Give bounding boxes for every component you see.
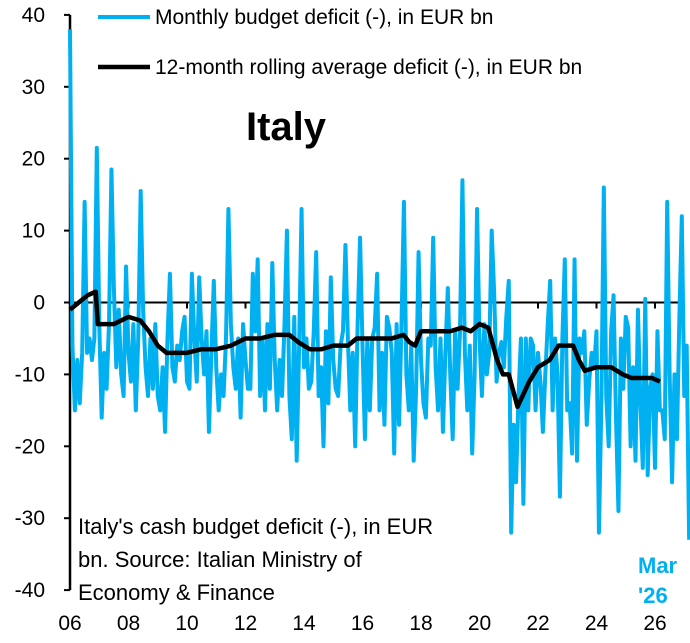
x-tick-label: 18 xyxy=(409,612,432,635)
y-tick-label: 30 xyxy=(22,76,45,99)
x-tick-label: 12 xyxy=(234,612,257,635)
y-axis-ticks: 40 30 20 10 0 -10 -20 -30 -40 xyxy=(15,4,70,602)
x-tick-label: 08 xyxy=(117,612,140,635)
x-tick-label: 26 xyxy=(643,612,666,635)
y-tick-label: -30 xyxy=(15,507,45,530)
legend-label-monthly: Monthly budget deficit (-), in EUR bn xyxy=(155,6,493,29)
y-tick-label: 10 xyxy=(22,220,45,243)
series-monthly-deficit xyxy=(68,29,690,540)
y-tick-label: -20 xyxy=(15,435,45,458)
x-tick-label: 24 xyxy=(585,612,609,635)
y-tick-label: -40 xyxy=(15,579,45,602)
y-tick-label: -10 xyxy=(15,363,45,386)
y-tick-label: 40 xyxy=(22,4,45,27)
annotation-line-1: Italy's cash budget deficit (-), in EUR xyxy=(78,514,433,539)
x-tick-label: 10 xyxy=(175,612,198,635)
x-tick-label: 16 xyxy=(351,612,374,635)
legend-label-rolling: 12-month rolling average deficit (-), in… xyxy=(155,56,582,79)
y-tick-label: 20 xyxy=(22,148,45,171)
x-tick-label: 06 xyxy=(58,612,81,635)
last-point-label-month: Mar xyxy=(638,553,678,578)
x-tick-label: 14 xyxy=(292,612,316,635)
annotation-line-3: Economy & Finance xyxy=(78,580,275,605)
y-tick-label: 0 xyxy=(33,292,45,315)
legend: Monthly budget deficit (-), in EUR bn 12… xyxy=(98,6,582,79)
series-rolling-average xyxy=(68,289,661,410)
x-tick-label: 20 xyxy=(468,612,491,635)
chart-title: Italy xyxy=(246,105,327,149)
last-point-label-year: '26 xyxy=(638,583,668,608)
annotation-line-2: bn. Source: Italian Ministry of xyxy=(78,547,363,572)
x-tick-label: 22 xyxy=(526,612,549,635)
